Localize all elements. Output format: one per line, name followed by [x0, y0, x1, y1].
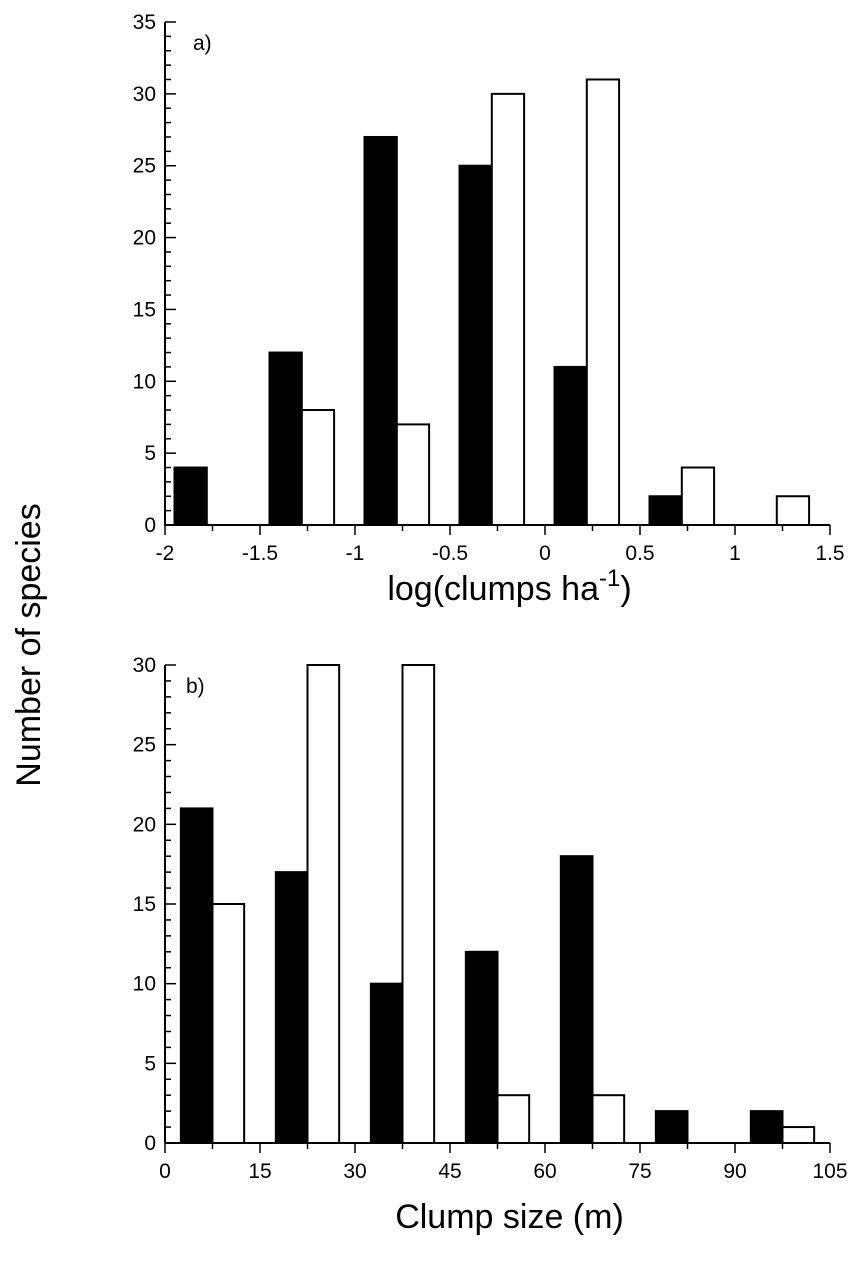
bar-open-1	[306, 664, 341, 1144]
x-axis-title: Clump size (m)	[395, 1198, 624, 1236]
x-tick-label: 30	[343, 1160, 366, 1183]
bar-filled-1	[268, 351, 303, 526]
x-tick-label: 0	[159, 1160, 171, 1183]
bar-open-4	[680, 466, 716, 526]
bar-filled-3	[464, 950, 499, 1144]
bar-filled-2	[369, 982, 404, 1145]
y-tick-label: 10	[133, 370, 156, 393]
x-tick-label: 90	[723, 1160, 746, 1183]
x-tick-label: 1	[729, 542, 741, 565]
bar-filled-6	[749, 1110, 784, 1144]
x-tick-label: 1.5	[815, 542, 844, 565]
y-tick-label: 30	[133, 654, 156, 677]
panel-b: 0 5 10 15 20 25 30 0 15 30 45 60 75 90 105 b) Clump size…	[133, 654, 848, 1236]
x-tick-label: 15	[248, 1160, 271, 1183]
y-tick-label: 0	[144, 514, 156, 537]
bar-open-3	[585, 78, 621, 526]
y-tick-label: 0	[144, 1132, 156, 1155]
bar-filled-0	[173, 466, 208, 526]
bar-filled-4	[559, 855, 594, 1144]
bar-filled-1	[274, 871, 309, 1145]
y-tick-label: 35	[133, 11, 156, 34]
bar-filled-3	[458, 164, 493, 526]
bar-filled-5	[648, 495, 683, 526]
bar-filled-4	[553, 365, 588, 526]
panel-a: 0 5 10 15 20 25 30 35 -2 -1.5 -1 -0.5 0 0.5 1 1.5 a) log(…	[133, 11, 845, 608]
bar-open-0	[300, 409, 336, 526]
x-tick-label: -0.5	[432, 542, 468, 565]
y-tick-label: 15	[133, 893, 156, 916]
panel-label: b)	[186, 675, 205, 698]
x-tick-label: -1.5	[242, 542, 278, 565]
bar-open-5	[781, 1126, 816, 1144]
bar-open-4	[591, 1094, 626, 1144]
y-tick-label: 5	[144, 1052, 156, 1075]
y-tick-label: 25	[133, 155, 156, 178]
x-tick-label: -2	[156, 542, 175, 565]
bar-filled-0	[179, 807, 214, 1145]
x-tick-label: -1	[346, 542, 365, 565]
y-tick-label: 5	[144, 442, 156, 465]
x-tick-label: 45	[438, 1160, 461, 1183]
bar-open-3	[496, 1094, 531, 1144]
bar-open-5	[775, 495, 811, 526]
y-axis-title: Number of species	[10, 503, 48, 786]
x-tick-label: 60	[533, 1160, 556, 1183]
bar-filled-2	[363, 135, 398, 526]
y-tick-label: 15	[133, 298, 156, 321]
bar-filled-5	[654, 1110, 689, 1144]
bar-open-1	[395, 423, 431, 526]
bar-open-0	[211, 903, 246, 1144]
y-tick-label: 25	[133, 734, 156, 757]
panel-label: a)	[193, 32, 212, 55]
y-tick-label: 20	[133, 227, 156, 250]
y-tick-label: 10	[133, 973, 156, 996]
y-tick-label: 20	[133, 813, 156, 836]
x-axis-title: log(clumps ha-1)	[387, 565, 631, 608]
y-tick-label: 30	[133, 83, 156, 106]
x-tick-label: 0	[539, 542, 551, 565]
bar-open-2	[490, 92, 526, 526]
x-tick-label: 0.5	[625, 542, 654, 565]
x-tick-label: 75	[628, 1160, 651, 1183]
x-tick-label: 105	[812, 1160, 847, 1183]
bar-open-2	[401, 664, 436, 1144]
